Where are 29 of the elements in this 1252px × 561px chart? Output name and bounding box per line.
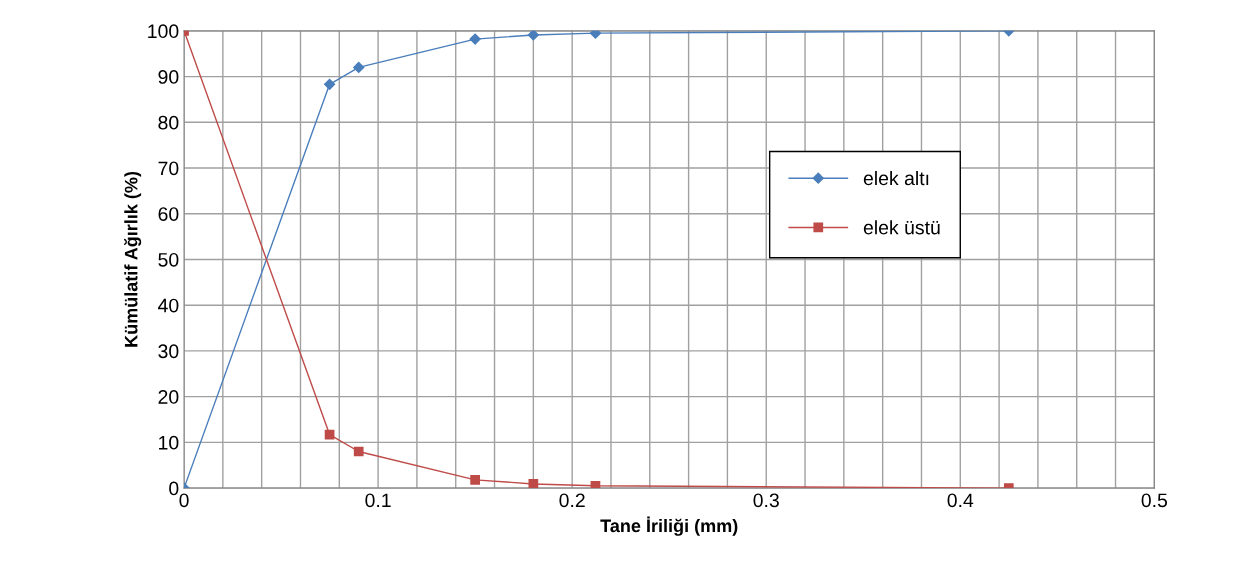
x-tick-label: 0 — [179, 493, 189, 508]
point — [470, 474, 480, 485]
y-tick-label: 60 — [158, 207, 179, 221]
y-tick-label: 50 — [158, 252, 179, 267]
y-tick-label: 40 — [158, 298, 179, 313]
x-tick-label: 0.5 — [1141, 493, 1168, 508]
y-axis-title: Kümülatif Ağırlık (%) — [124, 171, 142, 347]
point — [528, 479, 539, 489]
y-tick-label: 70 — [158, 161, 179, 176]
y-tick-label: 0 — [169, 481, 179, 496]
y-tick-label: 100 — [148, 24, 179, 39]
point — [353, 446, 364, 457]
x-tick-label: 0.2 — [559, 493, 585, 508]
y-tick-label: 30 — [158, 344, 179, 359]
x-tick-label: 0.1 — [365, 493, 391, 508]
point — [590, 480, 601, 489]
x-axis-title: Tane İriliği (mm) — [600, 516, 738, 536]
y-tick-label: 20 — [158, 390, 179, 404]
point — [469, 33, 481, 45]
y-tick-label: 10 — [159, 435, 179, 450]
x-tick-label: 0.3 — [753, 493, 779, 508]
y-tick-label: 80 — [158, 115, 179, 130]
x-tick-label: 0.4 — [947, 493, 974, 508]
legend-label: elek üstü — [863, 220, 940, 235]
point — [353, 61, 365, 74]
point — [527, 30, 539, 41]
point — [323, 78, 336, 90]
y-tick-label: 90 — [158, 70, 179, 84]
legend-label: elek altı — [863, 170, 929, 186]
